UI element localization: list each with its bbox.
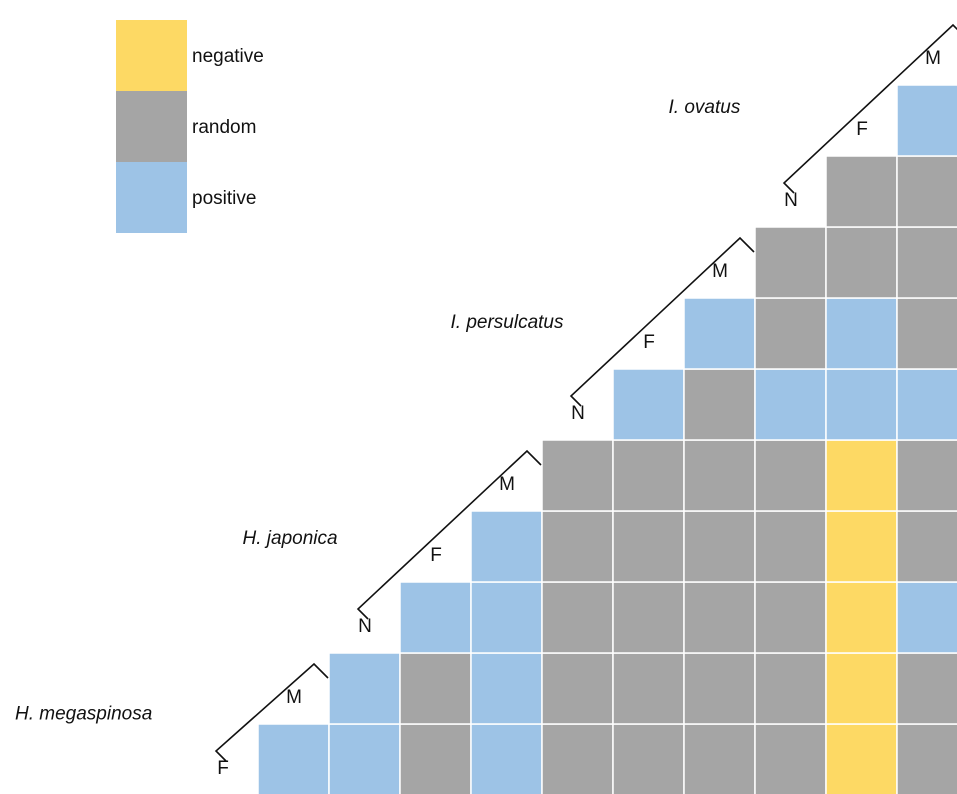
heatmap-cell — [754, 368, 827, 441]
heatmap-cell — [683, 723, 756, 794]
heatmap-cell — [754, 581, 827, 654]
legend-label-positive: positive — [192, 188, 256, 209]
heatmap-cell — [825, 439, 898, 512]
stage-label-i-ovatus-m: M — [925, 48, 941, 69]
heatmap-cell — [754, 723, 827, 794]
heatmap-cell — [257, 723, 330, 794]
heatmap-cell — [754, 510, 827, 583]
heatmap-cell — [541, 581, 614, 654]
heatmap-cell — [896, 510, 957, 583]
heatmap-cell — [683, 368, 756, 441]
heatmap-cell — [825, 510, 898, 583]
bracket-h-japonica — [356, 449, 542, 620]
heatmap-cell — [896, 155, 957, 228]
heatmap-cell — [683, 652, 756, 725]
heatmap-cell — [470, 723, 543, 794]
heatmap-cell — [612, 723, 685, 794]
heatmap-cell — [825, 723, 898, 794]
heatmap-cell — [683, 510, 756, 583]
species-label-h-megaspinosa: H. megaspinosa — [15, 704, 152, 725]
heatmap-cell — [541, 510, 614, 583]
heatmap-cell — [470, 581, 543, 654]
heatmap-cell — [683, 439, 756, 512]
stage-label-h-megaspinosa-f: F — [217, 758, 229, 779]
heatmap-cell — [825, 297, 898, 370]
heatmap-cell — [612, 439, 685, 512]
heatmap-cell — [896, 297, 957, 370]
heatmap-cell — [896, 723, 957, 794]
stage-label-h-japonica-f: F — [430, 545, 442, 566]
stage-label-i-persulcatus-f: F — [643, 332, 655, 353]
stage-label-h-japonica-m: M — [499, 474, 515, 495]
stage-label-h-japonica-n: N — [358, 616, 372, 637]
heatmap-cell — [896, 581, 957, 654]
heatmap-cell — [612, 652, 685, 725]
legend: negative random positive — [116, 20, 264, 233]
heatmap-cell — [825, 226, 898, 299]
heatmap-cell — [896, 652, 957, 725]
heatmap-cell — [328, 723, 401, 794]
heatmap-cell — [470, 510, 543, 583]
heatmap-cell — [683, 297, 756, 370]
heatmap-cell — [754, 297, 827, 370]
legend-label-negative: negative — [192, 46, 264, 67]
bracket-i-ovatus — [782, 23, 957, 194]
species-label-h-japonica: H. japonica — [243, 528, 338, 549]
heatmap-cell — [470, 652, 543, 725]
heatmap-cell — [825, 368, 898, 441]
species-brackets — [214, 23, 957, 762]
heatmap-cell — [896, 226, 957, 299]
species-label-i-ovatus: I. ovatus — [669, 97, 741, 118]
heatmap-cell — [541, 723, 614, 794]
bracket-i-persulcatus — [569, 236, 755, 407]
legend-label-random: random — [192, 117, 256, 138]
stage-label-i-persulcatus-n: N — [571, 403, 585, 424]
stage-label-h-megaspinosa-m: M — [286, 687, 302, 708]
heatmap-cell — [754, 226, 827, 299]
heatmap-cells — [257, 84, 957, 794]
heatmap-cell — [825, 581, 898, 654]
heatmap-cell — [612, 581, 685, 654]
heatmap-cell — [328, 652, 401, 725]
heatmap-cell — [399, 723, 472, 794]
heatmap-cell — [399, 581, 472, 654]
heatmap-cell — [825, 155, 898, 228]
heatmap-cell — [399, 652, 472, 725]
heatmap-cell — [683, 581, 756, 654]
legend-swatch-positive — [116, 162, 187, 233]
heatmap-cell — [896, 368, 957, 441]
species-label-i-persulcatus: I. persulcatus — [451, 312, 564, 333]
heatmap-cell — [754, 652, 827, 725]
stage-label-i-persulcatus-m: M — [712, 261, 728, 282]
heatmap-cell — [896, 439, 957, 512]
heatmap-cell — [541, 439, 614, 512]
stage-label-i-ovatus-n: N — [784, 190, 798, 211]
heatmap-cell — [541, 652, 614, 725]
heatmap-cell — [612, 368, 685, 441]
heatmap-cell — [612, 510, 685, 583]
legend-swatch-random — [116, 91, 187, 162]
heatmap-cell — [825, 652, 898, 725]
stage-label-i-ovatus-f: F — [856, 119, 868, 140]
heatmap-cell — [896, 84, 957, 157]
bracket-h-megaspinosa — [214, 662, 329, 762]
heatmap-cell — [754, 439, 827, 512]
axis-labels: F M H. megaspinosa N F M H. japonica N F M I. pers… — [15, 48, 941, 779]
legend-swatch-negative — [116, 20, 187, 91]
